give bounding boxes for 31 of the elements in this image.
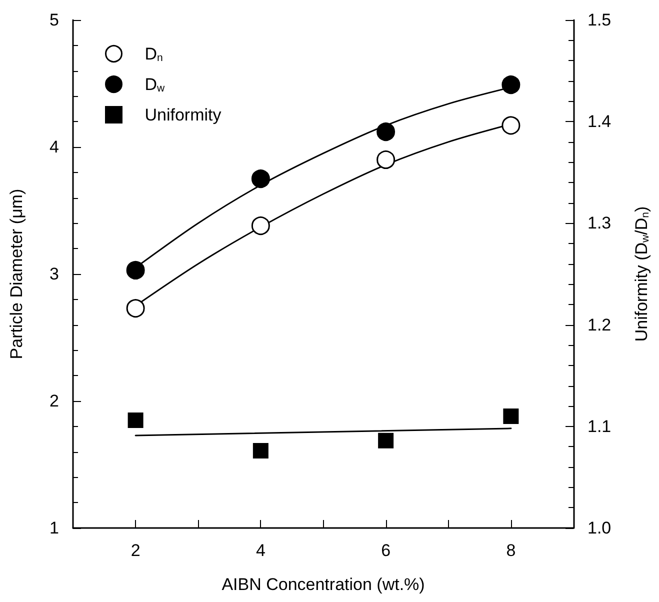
point [502,76,520,94]
y-tick-label: 5 [50,10,59,30]
y-tick-label: 1 [50,518,59,538]
y-tick-label: 2 [50,392,59,410]
y2-tick-label: 1.5 [588,10,612,30]
point [126,260,145,280]
point [252,443,268,459]
x-axis-title: AIBN Concentration (wt.%) [222,575,425,594]
x-tick-label: 2 [130,541,140,560]
x-tick-label: 4 [256,541,266,560]
point [376,122,396,142]
point [251,170,270,188]
point [502,116,520,135]
y2-axis-title: Uniformity (Dw/Dn) [632,206,652,342]
y2-tick-label: 1.0 [588,518,612,538]
point [376,150,396,169]
point [251,216,270,235]
y2-tick-label: 1.3 [588,214,612,233]
x-tick-label: 6 [381,541,391,560]
y2-tick-label: 1.4 [588,112,612,132]
y-tick-label: 3 [50,264,59,284]
x-tick-label: 8 [506,541,516,560]
point [378,432,394,448]
y2-tick-label: 1.2 [588,315,612,334]
point [503,408,519,424]
point [126,299,145,318]
legend-label: Uniformity [144,105,222,124]
y2-tick-label: 1.1 [588,416,612,436]
y-tick-label: 4 [50,138,59,156]
y-axis-title: Particle Diameter (μm) [7,188,26,360]
point [128,412,144,428]
